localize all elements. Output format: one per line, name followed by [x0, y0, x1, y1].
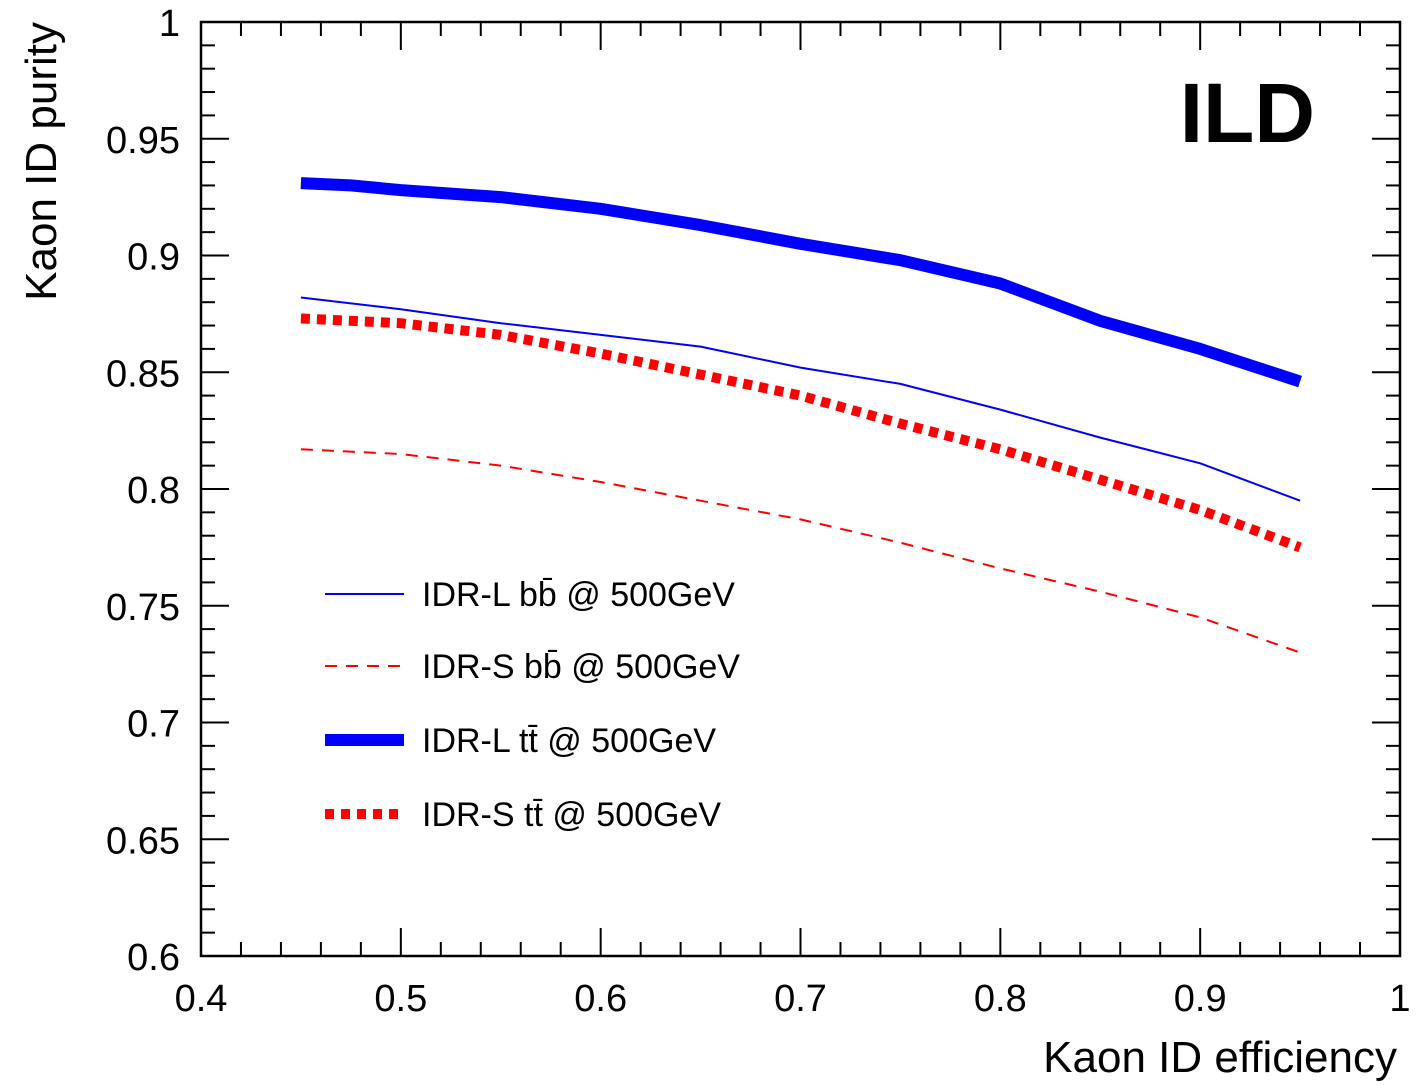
x-tick-label: 0.9 — [1174, 978, 1227, 1020]
x-tick-label: 1 — [1389, 978, 1410, 1020]
series-layer — [300, 177, 1302, 654]
y-tick-label: 0.85 — [106, 353, 180, 395]
y-tick-label: 1 — [159, 3, 180, 45]
y-tick-label: 0.9 — [127, 237, 180, 279]
x-tick-label: 0.4 — [175, 978, 228, 1020]
series-line-1 — [300, 296, 1301, 502]
series-line-2 — [300, 448, 1301, 654]
legend: IDR-L bb̄ @ 500GeV IDR-S bb̄ @ 500GeV IDR-… — [325, 576, 740, 834]
y-axis-title: Kaon ID purity — [17, 22, 66, 301]
ild-watermark: ILD — [1180, 66, 1315, 160]
legend-label-2: IDR-S bb̄ @ 500GeV — [422, 648, 740, 686]
y-tick-label: 0.6 — [127, 937, 180, 979]
series-line-3 — [300, 177, 1302, 388]
legend-label-4: IDR-S tt̄ @ 500GeV — [422, 796, 721, 834]
x-axis-title: Kaon ID efficiency — [1043, 1033, 1397, 1082]
legend-label-1: IDR-L bb̄ @ 500GeV — [422, 576, 735, 614]
x-tick-label: 0.8 — [974, 978, 1027, 1020]
legend-label-3: IDR-L tt̄ @ 500GeV — [422, 722, 716, 760]
x-tick-label: 0.5 — [374, 978, 427, 1020]
y-tick-label: 0.8 — [127, 470, 180, 512]
ticks-layer — [200, 21, 1401, 957]
x-tick-label: 0.6 — [574, 978, 627, 1020]
tick-labels-layer: 0.4 0.5 0.6 0.7 0.8 0.9 1 0.6 0.65 0.7 0.75 0.8 0.85… — [106, 3, 1411, 1020]
plot-frame — [199, 20, 1402, 958]
y-tick-label: 0.65 — [106, 820, 180, 862]
x-tick-label: 0.7 — [774, 978, 827, 1020]
y-tick-label: 0.75 — [106, 587, 180, 629]
y-tick-label: 0.7 — [127, 704, 180, 746]
y-tick-label: 0.95 — [106, 120, 180, 162]
series-line-4 — [300, 313, 1302, 553]
